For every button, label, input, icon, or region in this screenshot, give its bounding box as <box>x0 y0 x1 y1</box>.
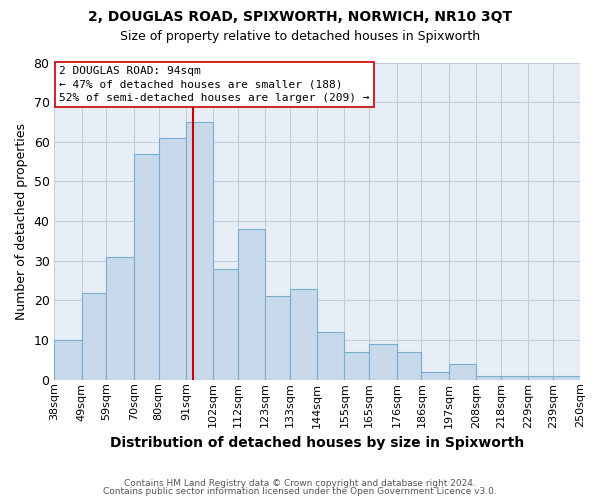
Bar <box>158 138 186 380</box>
Bar <box>369 344 397 380</box>
Bar <box>238 229 265 380</box>
Bar <box>290 288 317 380</box>
Bar <box>421 372 449 380</box>
Bar <box>186 122 213 380</box>
Bar <box>397 352 421 380</box>
Bar <box>344 352 369 380</box>
Bar <box>500 376 528 380</box>
Bar <box>317 332 344 380</box>
Bar <box>528 376 553 380</box>
X-axis label: Distribution of detached houses by size in Spixworth: Distribution of detached houses by size … <box>110 436 524 450</box>
Bar <box>265 296 290 380</box>
Text: Contains HM Land Registry data © Crown copyright and database right 2024.: Contains HM Land Registry data © Crown c… <box>124 478 476 488</box>
Text: Size of property relative to detached houses in Spixworth: Size of property relative to detached ho… <box>120 30 480 43</box>
Bar <box>476 376 500 380</box>
Bar <box>553 376 580 380</box>
Bar <box>106 257 134 380</box>
Bar <box>213 268 238 380</box>
Bar <box>82 292 106 380</box>
Bar <box>449 364 476 380</box>
Text: Contains public sector information licensed under the Open Government Licence v3: Contains public sector information licen… <box>103 487 497 496</box>
Y-axis label: Number of detached properties: Number of detached properties <box>15 122 28 320</box>
Bar <box>55 340 82 380</box>
Bar <box>134 154 158 380</box>
Text: 2 DOUGLAS ROAD: 94sqm
← 47% of detached houses are smaller (188)
52% of semi-det: 2 DOUGLAS ROAD: 94sqm ← 47% of detached … <box>59 66 370 103</box>
Text: 2, DOUGLAS ROAD, SPIXWORTH, NORWICH, NR10 3QT: 2, DOUGLAS ROAD, SPIXWORTH, NORWICH, NR1… <box>88 10 512 24</box>
